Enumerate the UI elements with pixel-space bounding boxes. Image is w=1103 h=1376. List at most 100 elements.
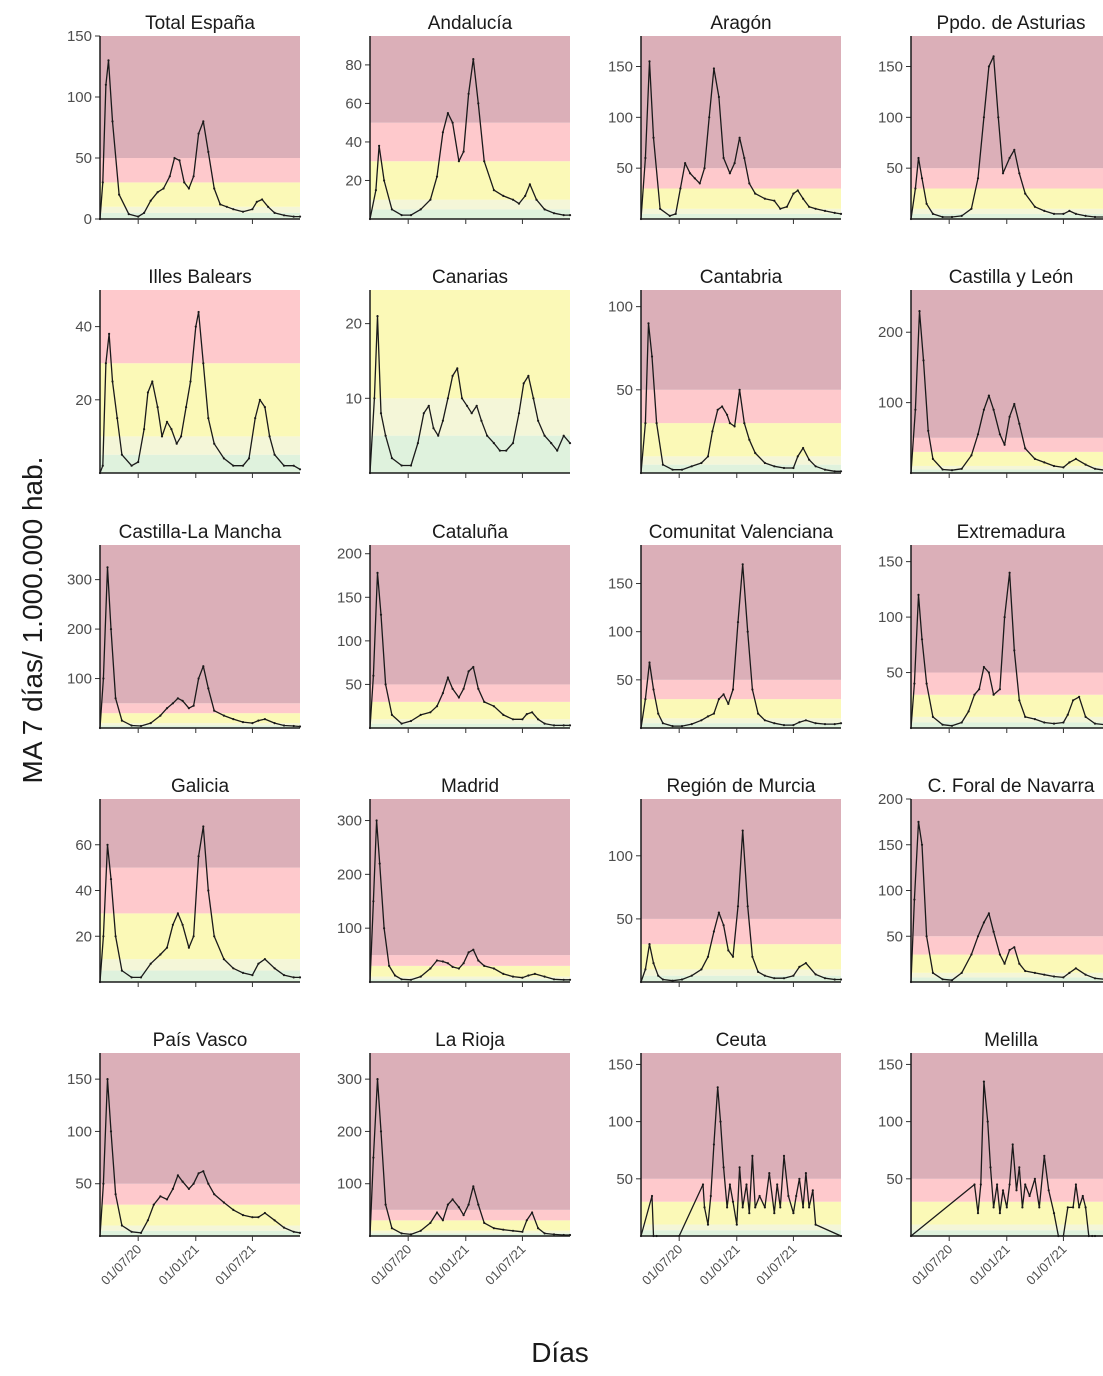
data-point <box>976 177 980 180</box>
panel: Castilla y León 100 200 <box>878 267 1103 478</box>
data-point <box>913 682 916 685</box>
risk-band <box>370 955 570 966</box>
data-point <box>114 1193 117 1196</box>
data-point <box>130 464 133 467</box>
panel: Ceuta 50 100 150 01/07/20 01/01/21 01/07/21 <box>608 1030 843 1288</box>
data-point <box>1008 415 1011 418</box>
data-point <box>1018 172 1021 175</box>
data-point <box>480 419 483 422</box>
data-point <box>465 404 469 407</box>
series-line <box>99 825 300 983</box>
data-point <box>1024 969 1027 973</box>
data-point <box>524 194 527 197</box>
data-point <box>792 466 795 470</box>
data-point <box>1047 1189 1050 1192</box>
data-point <box>292 464 295 467</box>
panel: Castilla-La Mancha 100 200 300 <box>67 522 302 733</box>
data-point <box>251 1216 254 1219</box>
y-tick-label: 200 <box>337 546 362 563</box>
risk-band <box>911 936 1103 955</box>
data-point <box>194 325 197 328</box>
data-point <box>257 962 260 965</box>
data-point <box>486 434 489 437</box>
data-point <box>931 212 935 215</box>
data-point <box>511 198 515 201</box>
data-point <box>263 1211 266 1215</box>
data-point <box>693 177 696 180</box>
data-point <box>537 718 540 721</box>
data-point <box>552 1233 556 1236</box>
data-point <box>202 825 205 828</box>
data-point <box>273 967 276 970</box>
data-point <box>109 878 113 881</box>
data-point <box>1003 616 1006 619</box>
data-point <box>706 455 710 458</box>
data-point <box>109 1130 113 1133</box>
data-point <box>922 359 925 362</box>
data-point <box>298 1231 302 1234</box>
data-point <box>773 465 776 468</box>
data-point <box>251 974 254 977</box>
risk-band <box>911 672 1103 695</box>
data-point <box>833 470 836 473</box>
data-point <box>931 971 935 975</box>
data-point <box>376 571 379 575</box>
data-point <box>1003 962 1006 965</box>
data-point <box>1084 973 1087 976</box>
data-point <box>839 470 843 473</box>
risk-band <box>641 723 841 728</box>
risk-band <box>641 1224 841 1231</box>
data-point <box>716 1086 719 1089</box>
risk-band <box>100 970 300 982</box>
data-point <box>419 208 422 211</box>
data-point <box>712 67 716 70</box>
data-point <box>1084 214 1087 217</box>
data-point <box>1043 461 1046 464</box>
y-tick-label: 300 <box>337 813 362 830</box>
data-point <box>384 1203 387 1206</box>
data-point <box>917 593 920 597</box>
series-line <box>910 572 1103 729</box>
panel: Canarias 10 20 <box>345 267 572 478</box>
data-point <box>111 120 114 123</box>
y-tick-label: 100 <box>608 109 633 126</box>
data-point <box>109 628 113 631</box>
data-point <box>1062 721 1065 724</box>
data-point <box>159 1195 162 1198</box>
data-point <box>706 955 710 958</box>
data-point <box>176 1174 179 1177</box>
data-point <box>111 380 114 383</box>
data-point <box>483 1221 486 1224</box>
data-point <box>409 719 413 723</box>
data-point <box>120 969 123 972</box>
y-tick-label: 50 <box>886 160 903 177</box>
data-point <box>706 1223 710 1226</box>
data-point <box>712 930 716 933</box>
data-point <box>552 212 556 215</box>
data-point <box>435 1211 439 1214</box>
panel: Melilla 50 100 150 01/07/20 01/01/21 01/07/21 <box>878 1030 1103 1288</box>
data-point <box>168 175 171 178</box>
data-point <box>390 208 393 211</box>
risk-band <box>370 435 570 473</box>
data-point <box>207 889 210 892</box>
data-point <box>1018 422 1021 425</box>
risk-band <box>370 979 570 982</box>
data-point <box>1008 1183 1011 1186</box>
data-point <box>661 978 665 981</box>
data-point <box>738 388 741 391</box>
data-point <box>1013 946 1016 949</box>
risk-band <box>641 718 841 724</box>
risk-band <box>911 469 1103 473</box>
data-point <box>652 962 655 965</box>
data-point <box>543 1232 546 1235</box>
data-point <box>644 698 647 701</box>
data-point <box>202 362 205 365</box>
panel-title: Galicia <box>171 776 230 797</box>
data-point <box>152 1203 155 1206</box>
data-point <box>717 698 721 701</box>
data-point <box>419 713 422 717</box>
panel-title: Comunitat Valenciana <box>649 522 834 543</box>
data-point <box>222 958 225 961</box>
data-point <box>782 466 786 470</box>
